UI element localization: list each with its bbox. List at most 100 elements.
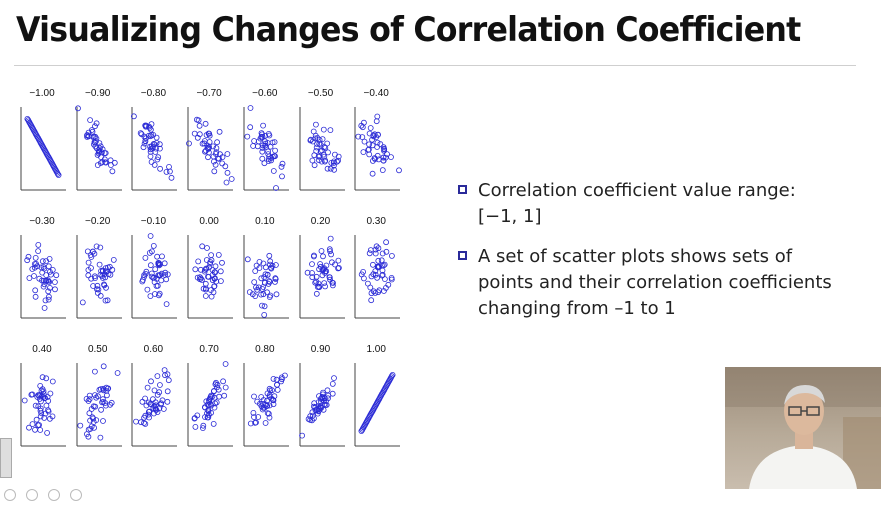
scatter-point bbox=[147, 293, 154, 299]
scatter-canvas bbox=[354, 107, 403, 191]
scatter-point bbox=[223, 179, 230, 186]
scatter-point bbox=[101, 150, 108, 156]
scatter-point bbox=[335, 265, 342, 271]
scatter-point bbox=[334, 157, 341, 164]
scatter-plot: −0.10 bbox=[125, 216, 181, 340]
bullet-text: Correlation coefficient value range: [−1… bbox=[478, 180, 796, 227]
scatter-point bbox=[162, 272, 169, 278]
scatter-point bbox=[261, 312, 267, 318]
scatter-plot: 0.70 bbox=[181, 344, 237, 468]
scatter-point bbox=[327, 251, 334, 258]
scatter-point bbox=[85, 267, 91, 273]
scatter-point bbox=[39, 258, 46, 265]
scatter-canvas bbox=[186, 107, 235, 191]
scatter-point bbox=[256, 258, 263, 265]
scatter-point bbox=[92, 417, 99, 423]
scatter-point bbox=[260, 291, 267, 298]
scatter-point bbox=[139, 398, 146, 405]
scatter-point bbox=[148, 126, 155, 133]
scatter-point bbox=[204, 142, 211, 149]
scatter-point bbox=[228, 176, 235, 182]
scatter-point bbox=[326, 276, 333, 283]
scatter-point bbox=[147, 153, 154, 160]
more-tools-icon[interactable] bbox=[70, 489, 83, 501]
scatter-point bbox=[266, 394, 273, 400]
scatter-point bbox=[91, 123, 98, 130]
scatter-point bbox=[318, 272, 325, 279]
scatter-point bbox=[269, 396, 276, 403]
scatter-point bbox=[333, 158, 340, 165]
scatter-point bbox=[97, 434, 103, 441]
scatter-point bbox=[94, 282, 100, 289]
panel-handle-icon[interactable] bbox=[0, 438, 12, 478]
scatter-point bbox=[191, 130, 198, 137]
scatter-point bbox=[212, 263, 219, 270]
scatter-point bbox=[203, 132, 210, 138]
scatter-point bbox=[257, 291, 264, 298]
scatter-point bbox=[250, 138, 257, 144]
scatter-point bbox=[388, 154, 395, 160]
scatter-point bbox=[49, 267, 56, 273]
scatter-point bbox=[195, 258, 202, 265]
scatter-point bbox=[101, 156, 108, 163]
scatter-canvas bbox=[131, 363, 178, 447]
scatter-point bbox=[109, 168, 115, 175]
pen-tool-icon[interactable] bbox=[4, 489, 16, 501]
scatter-point bbox=[41, 305, 48, 311]
scatter-point bbox=[319, 389, 326, 396]
scatter-point bbox=[255, 284, 262, 291]
scatter-point bbox=[247, 105, 254, 111]
scatter-point bbox=[374, 139, 381, 146]
correlation-label: −0.90 bbox=[85, 88, 111, 99]
presenter-video bbox=[725, 367, 881, 489]
scatter-point bbox=[265, 281, 272, 287]
scatter-point bbox=[321, 283, 328, 290]
scatter-point bbox=[247, 124, 253, 131]
scatter-point bbox=[224, 169, 231, 176]
scatter-point bbox=[107, 162, 114, 168]
scatter-point bbox=[315, 399, 322, 405]
scatter-point bbox=[148, 378, 155, 385]
scatter-plot: 0.10 bbox=[237, 216, 293, 340]
scatter-point bbox=[213, 145, 220, 151]
scatter-point bbox=[272, 275, 278, 282]
scatter-point bbox=[360, 149, 367, 155]
highlighter-tool-icon[interactable] bbox=[26, 489, 39, 501]
scatter-point bbox=[327, 127, 333, 134]
scatter-point bbox=[106, 401, 113, 408]
correlation-label: −0.30 bbox=[29, 216, 55, 227]
scatter-point bbox=[270, 401, 277, 408]
scatter-point bbox=[278, 173, 285, 180]
zoom-tool-icon[interactable] bbox=[48, 489, 61, 501]
scatter-point bbox=[372, 268, 379, 274]
scatter-plot: −1.00 bbox=[14, 88, 70, 212]
scatter-point bbox=[152, 162, 158, 168]
scatter-point bbox=[79, 299, 86, 306]
scatter-plot: −0.80 bbox=[125, 88, 181, 212]
scatter-point bbox=[368, 297, 375, 304]
scatter-point bbox=[372, 290, 379, 296]
scatter-point bbox=[85, 433, 91, 440]
scatter-point bbox=[262, 271, 269, 278]
scatter-point bbox=[331, 261, 338, 268]
scatter-point bbox=[202, 414, 208, 420]
scatter-point bbox=[142, 138, 149, 145]
scatter-point bbox=[324, 395, 331, 402]
scatter-point bbox=[138, 130, 144, 137]
scatter-point bbox=[309, 412, 316, 419]
scatter-point bbox=[260, 397, 267, 403]
scatter-point bbox=[104, 297, 111, 304]
scatter-point bbox=[99, 275, 106, 281]
scatter-point bbox=[103, 392, 110, 399]
scatter-point bbox=[389, 373, 395, 380]
scatter-point bbox=[305, 416, 312, 422]
scatter-point bbox=[335, 257, 341, 264]
scatter-point bbox=[47, 415, 53, 422]
scatter-point bbox=[94, 162, 101, 168]
scatter-point bbox=[195, 117, 202, 124]
correlation-label: 0.70 bbox=[199, 344, 219, 355]
scatter-point bbox=[144, 286, 151, 293]
scatter-point bbox=[309, 138, 316, 145]
scatter-point bbox=[215, 251, 222, 258]
scatter-point bbox=[39, 374, 46, 381]
